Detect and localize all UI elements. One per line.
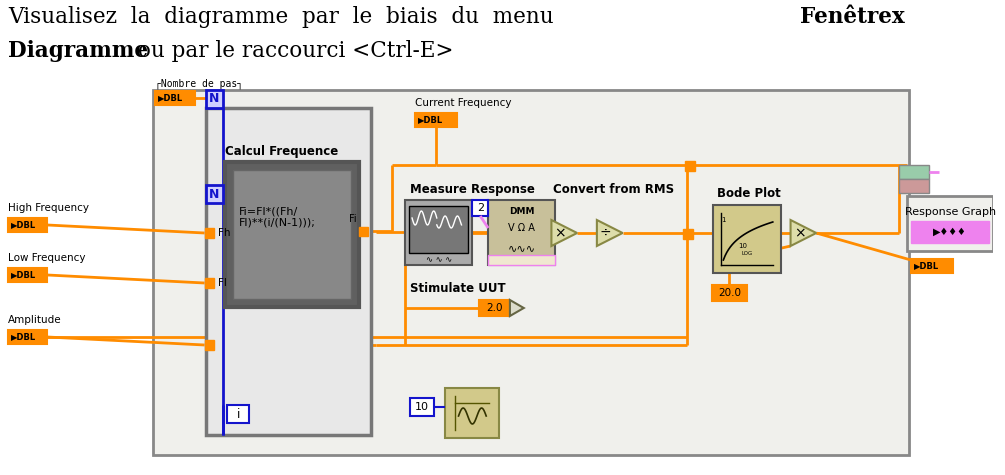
FancyBboxPatch shape (410, 398, 434, 416)
Polygon shape (510, 300, 524, 316)
Text: ×: × (555, 226, 566, 240)
Text: N: N (209, 93, 220, 105)
Text: i: i (236, 408, 240, 420)
Text: Fenêtrex: Fenêtrex (800, 6, 906, 28)
Text: Amplitude: Amplitude (8, 315, 61, 325)
FancyBboxPatch shape (155, 91, 195, 105)
FancyBboxPatch shape (899, 179, 929, 193)
Text: Low Frequency: Low Frequency (8, 253, 85, 263)
Text: 20.0: 20.0 (718, 288, 741, 298)
FancyBboxPatch shape (227, 405, 249, 423)
Text: Diagramme: Diagramme (8, 40, 148, 62)
FancyBboxPatch shape (912, 221, 989, 243)
Text: ▶DBL: ▶DBL (158, 94, 183, 103)
Text: Visualisez  la  diagramme  par  le  biais  du  menu: Visualisez la diagramme par le biais du … (8, 6, 567, 28)
FancyBboxPatch shape (233, 170, 351, 299)
FancyBboxPatch shape (472, 200, 488, 216)
FancyBboxPatch shape (205, 278, 214, 288)
FancyBboxPatch shape (479, 300, 509, 316)
Text: 2: 2 (476, 203, 483, 213)
Text: Response Graph: Response Graph (904, 207, 996, 217)
FancyBboxPatch shape (488, 200, 556, 265)
FancyBboxPatch shape (912, 259, 953, 273)
Polygon shape (597, 220, 622, 246)
FancyBboxPatch shape (714, 205, 781, 273)
FancyBboxPatch shape (8, 268, 47, 282)
Text: ┌Nombre de pas┐: ┌Nombre de pas┐ (155, 78, 243, 89)
FancyBboxPatch shape (415, 113, 456, 127)
Text: ▶DBL: ▶DBL (915, 262, 940, 270)
FancyBboxPatch shape (359, 227, 368, 236)
Text: Convert from RMS: Convert from RMS (554, 183, 674, 196)
Text: ∿ ∿ ∿: ∿ ∿ ∿ (426, 255, 452, 264)
Text: High Frequency: High Frequency (8, 203, 88, 213)
FancyBboxPatch shape (712, 285, 747, 301)
Text: ▶DBL: ▶DBL (11, 332, 36, 342)
FancyBboxPatch shape (206, 108, 371, 435)
FancyBboxPatch shape (205, 228, 214, 238)
FancyBboxPatch shape (206, 185, 223, 203)
FancyBboxPatch shape (444, 388, 499, 438)
FancyBboxPatch shape (409, 206, 468, 253)
Text: ▶DBL: ▶DBL (418, 115, 443, 124)
Text: Fh: Fh (218, 228, 231, 238)
Text: 10: 10 (415, 402, 429, 412)
Text: ou par le raccourci <Ctrl-E>: ou par le raccourci <Ctrl-E> (132, 40, 454, 62)
FancyBboxPatch shape (682, 229, 692, 239)
FancyBboxPatch shape (206, 90, 223, 108)
Text: ×: × (794, 226, 805, 240)
FancyBboxPatch shape (205, 340, 214, 350)
Text: Fl: Fl (218, 278, 227, 288)
Text: Calcul Frequence: Calcul Frequence (225, 145, 339, 158)
Text: Stimulate UUT: Stimulate UUT (410, 282, 506, 295)
Text: Bode Plot: Bode Plot (718, 187, 781, 200)
FancyBboxPatch shape (908, 196, 993, 251)
FancyBboxPatch shape (225, 162, 359, 307)
Text: ▶DBL: ▶DBL (11, 220, 36, 229)
Text: N: N (209, 188, 220, 200)
Text: Measure Response: Measure Response (410, 183, 535, 196)
FancyBboxPatch shape (899, 165, 929, 179)
Text: V Ω A: V Ω A (509, 223, 536, 233)
FancyBboxPatch shape (488, 255, 556, 265)
Polygon shape (791, 220, 816, 246)
Text: ▶DBL: ▶DBL (11, 270, 36, 279)
FancyBboxPatch shape (8, 218, 47, 232)
FancyBboxPatch shape (684, 161, 694, 171)
FancyBboxPatch shape (8, 330, 47, 344)
Text: 1: 1 (722, 217, 726, 223)
Text: ∿∿∿: ∿∿∿ (508, 243, 536, 253)
Text: 10: 10 (739, 243, 748, 249)
Text: DMM: DMM (509, 208, 535, 217)
Text: Fi=Fl*((Fh/
Fl)**(i/(N-1)));: Fi=Fl*((Fh/ Fl)**(i/(N-1))); (239, 206, 316, 228)
Text: ÷: ÷ (600, 226, 612, 240)
FancyBboxPatch shape (405, 200, 472, 265)
Polygon shape (552, 220, 577, 246)
Text: ▶♦♦♦: ▶♦♦♦ (934, 227, 967, 237)
Text: 2.0: 2.0 (485, 303, 502, 313)
FancyBboxPatch shape (153, 90, 910, 455)
Text: LOG: LOG (742, 251, 753, 256)
Text: Fi: Fi (349, 214, 357, 224)
Text: Current Frequency: Current Frequency (415, 98, 512, 108)
